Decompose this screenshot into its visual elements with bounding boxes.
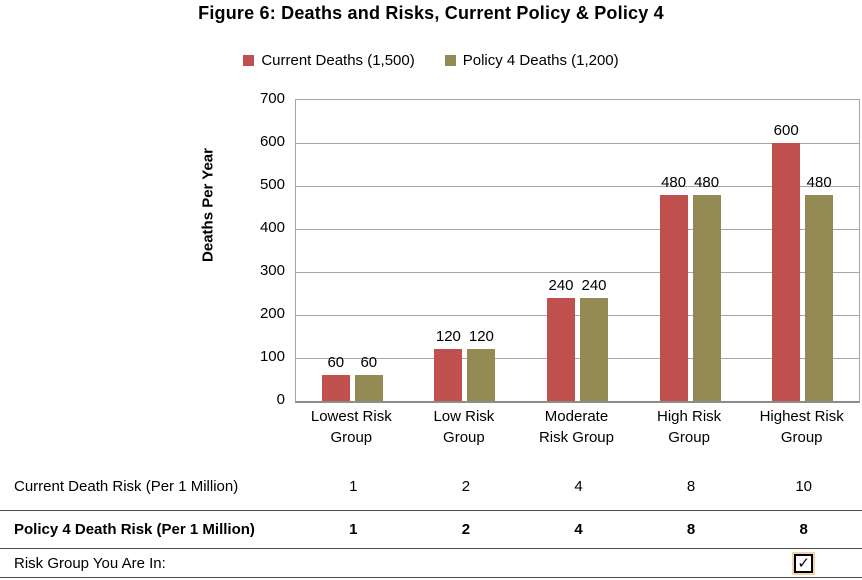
risk-value: 8 xyxy=(686,477,696,495)
risk-group-cell: ✓ xyxy=(747,553,860,573)
bar-current-deaths xyxy=(772,143,801,401)
risk-group-cell xyxy=(635,554,748,573)
risk-group-checkbox[interactable]: ✓ xyxy=(794,553,814,573)
x-category-label: High Risk Group xyxy=(656,408,722,446)
risk-value: 4 xyxy=(574,521,583,538)
chart-legend: Current Deaths (1,500) Policy 4 Deaths (1… xyxy=(0,52,862,69)
row-label: Policy 4 Death Risk (Per 1 Million) xyxy=(14,521,255,538)
bar-value-label: 480 xyxy=(694,173,720,191)
x-category-label: Highest Risk Group xyxy=(759,408,844,446)
bar-value-label: 120 xyxy=(468,328,494,346)
table-row-risk-group: Risk Group You Are In: ✓ xyxy=(0,549,862,577)
row-values: 1 2 4 8 8 xyxy=(297,521,860,538)
y-tick-label: 600 xyxy=(259,133,285,150)
legend-label: Policy 4 Deaths (1,200) xyxy=(462,52,619,69)
gridline xyxy=(296,229,859,230)
bar-value-label: 600 xyxy=(773,122,799,139)
y-tick-label: 0 xyxy=(276,391,285,408)
gridline xyxy=(296,315,859,316)
row-label: Risk Group You Are In: xyxy=(14,554,166,572)
bar-current-deaths xyxy=(321,375,350,401)
legend-swatch-icon xyxy=(444,55,456,66)
row-values: 1 2 4 8 10 xyxy=(297,478,860,495)
table-row-policy4-risk: Policy 4 Death Risk (Per 1 Million) 1 2 4 8 8 xyxy=(0,511,862,548)
checkmark-icon: ✓ xyxy=(797,554,810,572)
bar-value-label: 60 xyxy=(327,354,345,372)
risk-value: 4 xyxy=(574,477,583,495)
risk-value: 1 xyxy=(349,521,358,538)
bar-policy4-deaths xyxy=(580,297,608,401)
bar-value-label: 60 xyxy=(360,354,378,372)
x-axis-category-labels: Lowest Risk Group Low Risk Group Moderate … xyxy=(295,406,858,448)
risk-value: 2 xyxy=(461,477,471,495)
bar-policy4-deaths xyxy=(354,375,383,401)
risk-group-cell xyxy=(297,554,410,573)
bar-policy4-deaths xyxy=(467,349,496,401)
row-values: ✓ xyxy=(297,553,860,573)
table-row-current-risk: Current Death Risk (Per 1 Million) 1 2 4 8 10 xyxy=(0,462,862,510)
bar-current-deaths xyxy=(659,194,688,401)
bar-policy4-deaths xyxy=(692,194,721,401)
risk-value: 8 xyxy=(686,521,696,538)
y-tick-label: 300 xyxy=(259,262,285,279)
x-category-label: Lowest Risk Group xyxy=(310,408,392,446)
gridline xyxy=(296,272,859,273)
risk-value: 1 xyxy=(349,477,358,495)
legend-swatch-icon xyxy=(243,55,255,66)
bar-value-label: 120 xyxy=(435,328,461,346)
legend-label: Current Deaths (1,500) xyxy=(261,52,415,69)
y-axis-title: Deaths Per Year xyxy=(199,148,217,262)
legend-item-0: Current Deaths (1,500) xyxy=(243,52,415,69)
risk-value: 2 xyxy=(461,521,471,538)
table-divider xyxy=(0,510,862,511)
x-category-label: Low Risk Group xyxy=(433,408,495,446)
y-tick-label: 200 xyxy=(259,305,285,322)
y-tick-label: 400 xyxy=(259,219,285,236)
x-category-label: Moderate Risk Group xyxy=(538,408,614,446)
bar-value-label: 240 xyxy=(548,276,574,294)
risk-value: 8 xyxy=(799,521,808,538)
gridline xyxy=(296,186,859,187)
gridline xyxy=(296,143,859,144)
chart-title: Figure 6: Deaths and Risks, Current Poli… xyxy=(198,3,664,23)
table-divider xyxy=(0,548,862,549)
risk-group-cell xyxy=(410,554,523,573)
y-tick-label: 500 xyxy=(259,176,285,193)
plot-area: 60 60 120 120 240 240 480 480 600 480 xyxy=(295,99,860,403)
y-tick-label: 700 xyxy=(259,90,285,107)
bar-current-deaths xyxy=(547,297,575,401)
bar-policy4-deaths xyxy=(805,194,834,401)
gridline xyxy=(296,358,859,359)
y-tick-label: 100 xyxy=(259,348,285,365)
bar-value-label: 480 xyxy=(661,173,687,191)
risk-group-cell xyxy=(522,554,635,573)
table-bottom-border xyxy=(0,577,862,578)
bar-value-label: 240 xyxy=(581,276,607,294)
bar-value-label: 480 xyxy=(806,173,832,191)
legend-item-1: Policy 4 Deaths (1,200) xyxy=(444,52,619,69)
bar-current-deaths xyxy=(434,349,463,401)
row-label: Current Death Risk (Per 1 Million) xyxy=(14,477,239,495)
risk-value: 10 xyxy=(795,477,813,495)
